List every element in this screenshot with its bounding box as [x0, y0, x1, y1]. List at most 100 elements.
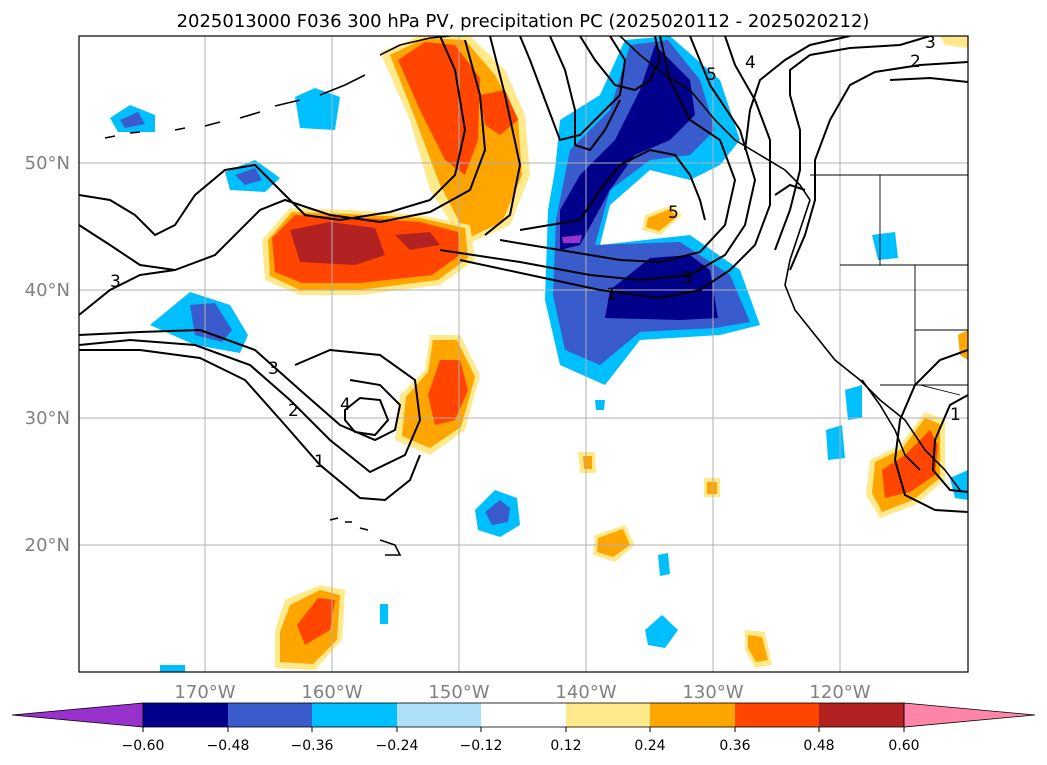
west-coast — [784, 199, 961, 491]
positive-anomaly-spot-3-core — [707, 482, 717, 494]
positive-anomaly-north-plume-inner2 — [480, 90, 518, 135]
colorbar-segment — [228, 703, 312, 727]
positive-anomaly-spot-2-core — [583, 456, 592, 469]
contour-20 — [931, 394, 968, 493]
contour-label: 4 — [745, 53, 756, 73]
negative-anomaly-spot-6 — [645, 615, 678, 648]
contour-3 — [79, 36, 522, 316]
positive-anomaly-subtropical-strip-red — [428, 360, 468, 425]
negative-anomaly-spot-5-core — [485, 500, 510, 525]
lon-tick-label: 140°W — [555, 682, 616, 703]
lat-tick-label: 20°N — [25, 535, 70, 556]
positive-anomaly-spot-4-core — [748, 635, 768, 662]
negative-anomaly-spot-11 — [845, 385, 862, 420]
colorbar-tick-label: −0.12 — [460, 738, 503, 754]
us-state-lines — [840, 175, 968, 386]
negative-anomaly-spot-1-core — [120, 112, 145, 128]
latitude-tick-labels: 50°N 40°N 30°N 20°N — [25, 153, 70, 556]
contour-label: 2 — [910, 52, 921, 72]
negative-anomaly-spot-3-core — [235, 168, 262, 185]
colorbar-min-extension — [11, 702, 144, 728]
contour-label: 3 — [682, 269, 693, 289]
negative-anomaly-spot-2 — [295, 88, 340, 130]
colorbar-tick-label: 0.12 — [550, 738, 581, 754]
contour-10 — [499, 36, 737, 264]
contour-label: 5 — [706, 65, 717, 85]
negative-anomaly-spot-12 — [826, 425, 845, 460]
colorbar-max-extension — [903, 702, 1036, 728]
political-borders — [810, 174, 968, 396]
colorbar: −0.60 −0.48 −0.36 −0.24 −0.12 0.12 0.24 … — [11, 702, 1036, 754]
lat-tick-label: 40°N — [25, 280, 70, 301]
contour-label: 2 — [288, 401, 299, 421]
contour-15 — [789, 61, 968, 271]
map-area: 3 3 2 1 4 1 3 5 5 4 2 3 1 — [79, 33, 968, 672]
colorbar-segment — [735, 703, 819, 727]
contour-13 — [549, 36, 621, 152]
contour-label: 3 — [925, 33, 936, 53]
coastlines — [104, 36, 961, 556]
us-mexico-border — [880, 384, 961, 396]
contour-5 — [79, 328, 402, 442]
negative-anomaly-spot-8 — [380, 604, 388, 624]
lon-tick-label: 150°W — [428, 682, 489, 703]
contour-label: 1 — [950, 405, 961, 425]
map-frame — [78, 35, 969, 673]
colorbar-segment — [397, 703, 481, 727]
contour-1 — [79, 36, 467, 237]
lon-tick-label: 120°W — [809, 682, 870, 703]
negative-anomaly-spot-7 — [658, 553, 670, 576]
positive-anomaly-south-hawaii-red — [297, 598, 335, 645]
negative-anomaly-spot-9 — [595, 400, 605, 410]
contour-11 — [519, 148, 706, 231]
colorbar-tick-label: −0.48 — [207, 738, 250, 754]
lon-tick-label: 160°W — [301, 682, 362, 703]
positive-anomaly-spot-1-core — [597, 529, 630, 557]
aleutian-islands — [104, 74, 366, 139]
lat-tick-label: 30°N — [25, 408, 70, 429]
contour-label: 5 — [668, 203, 679, 223]
colorbar-segment — [566, 703, 650, 727]
negative-anomaly-spot-10 — [872, 232, 898, 260]
positive-anomaly-central-band-core2 — [395, 232, 440, 250]
contour-4 — [79, 338, 422, 474]
contour-label: 4 — [340, 395, 351, 415]
negative-anomaly-spot-14 — [160, 665, 185, 672]
positive-anomaly-baja-red — [882, 430, 938, 498]
colorbar-tick-label: 0.48 — [803, 738, 834, 754]
contour-label: 1 — [314, 452, 325, 472]
contour-18 — [889, 76, 968, 83]
colorbar-segment — [650, 703, 735, 727]
lon-tick-label: 170°W — [174, 682, 235, 703]
hawaii-islands — [329, 517, 402, 556]
contour-19 — [893, 349, 968, 513]
longitude-tick-labels: 170°W 160°W 150°W 140°W 130°W 120°W — [174, 682, 870, 703]
contour-17 — [744, 36, 851, 151]
gridlines — [79, 36, 968, 672]
contour-2 — [79, 39, 487, 272]
lon-tick-label: 130°W — [682, 682, 743, 703]
colorbar-segment — [481, 703, 566, 727]
colorbar-tick-label: −0.60 — [122, 738, 165, 754]
contour-9 — [439, 36, 757, 282]
contour-label: 1 — [606, 285, 617, 305]
negative-anomaly-ne-pacific-core2 — [605, 255, 718, 320]
colorbar-segment — [819, 703, 904, 727]
contour-12 — [519, 36, 627, 142]
colorbar-tick-label: −0.36 — [291, 738, 334, 754]
positive-anomaly-spot-6 — [940, 36, 968, 48]
lat-tick-label: 50°N — [25, 153, 70, 174]
colorbar-segment — [312, 703, 397, 727]
colorbar-tick-label: 0.36 — [719, 738, 750, 754]
colorbar-tick-label: 0.60 — [888, 738, 919, 754]
positive-anomaly-spot-5-core — [646, 209, 677, 231]
contour-16 — [774, 36, 931, 251]
negative-anomaly-spot-4-core — [190, 303, 232, 342]
colorbar-segment — [143, 703, 228, 727]
colorbar-ticks — [142, 727, 905, 732]
contour-label: 3 — [110, 272, 121, 292]
contour-7 — [344, 396, 390, 437]
negative-anomaly-ne-pacific-violet — [562, 235, 582, 243]
contour-label: 3 — [268, 359, 279, 379]
